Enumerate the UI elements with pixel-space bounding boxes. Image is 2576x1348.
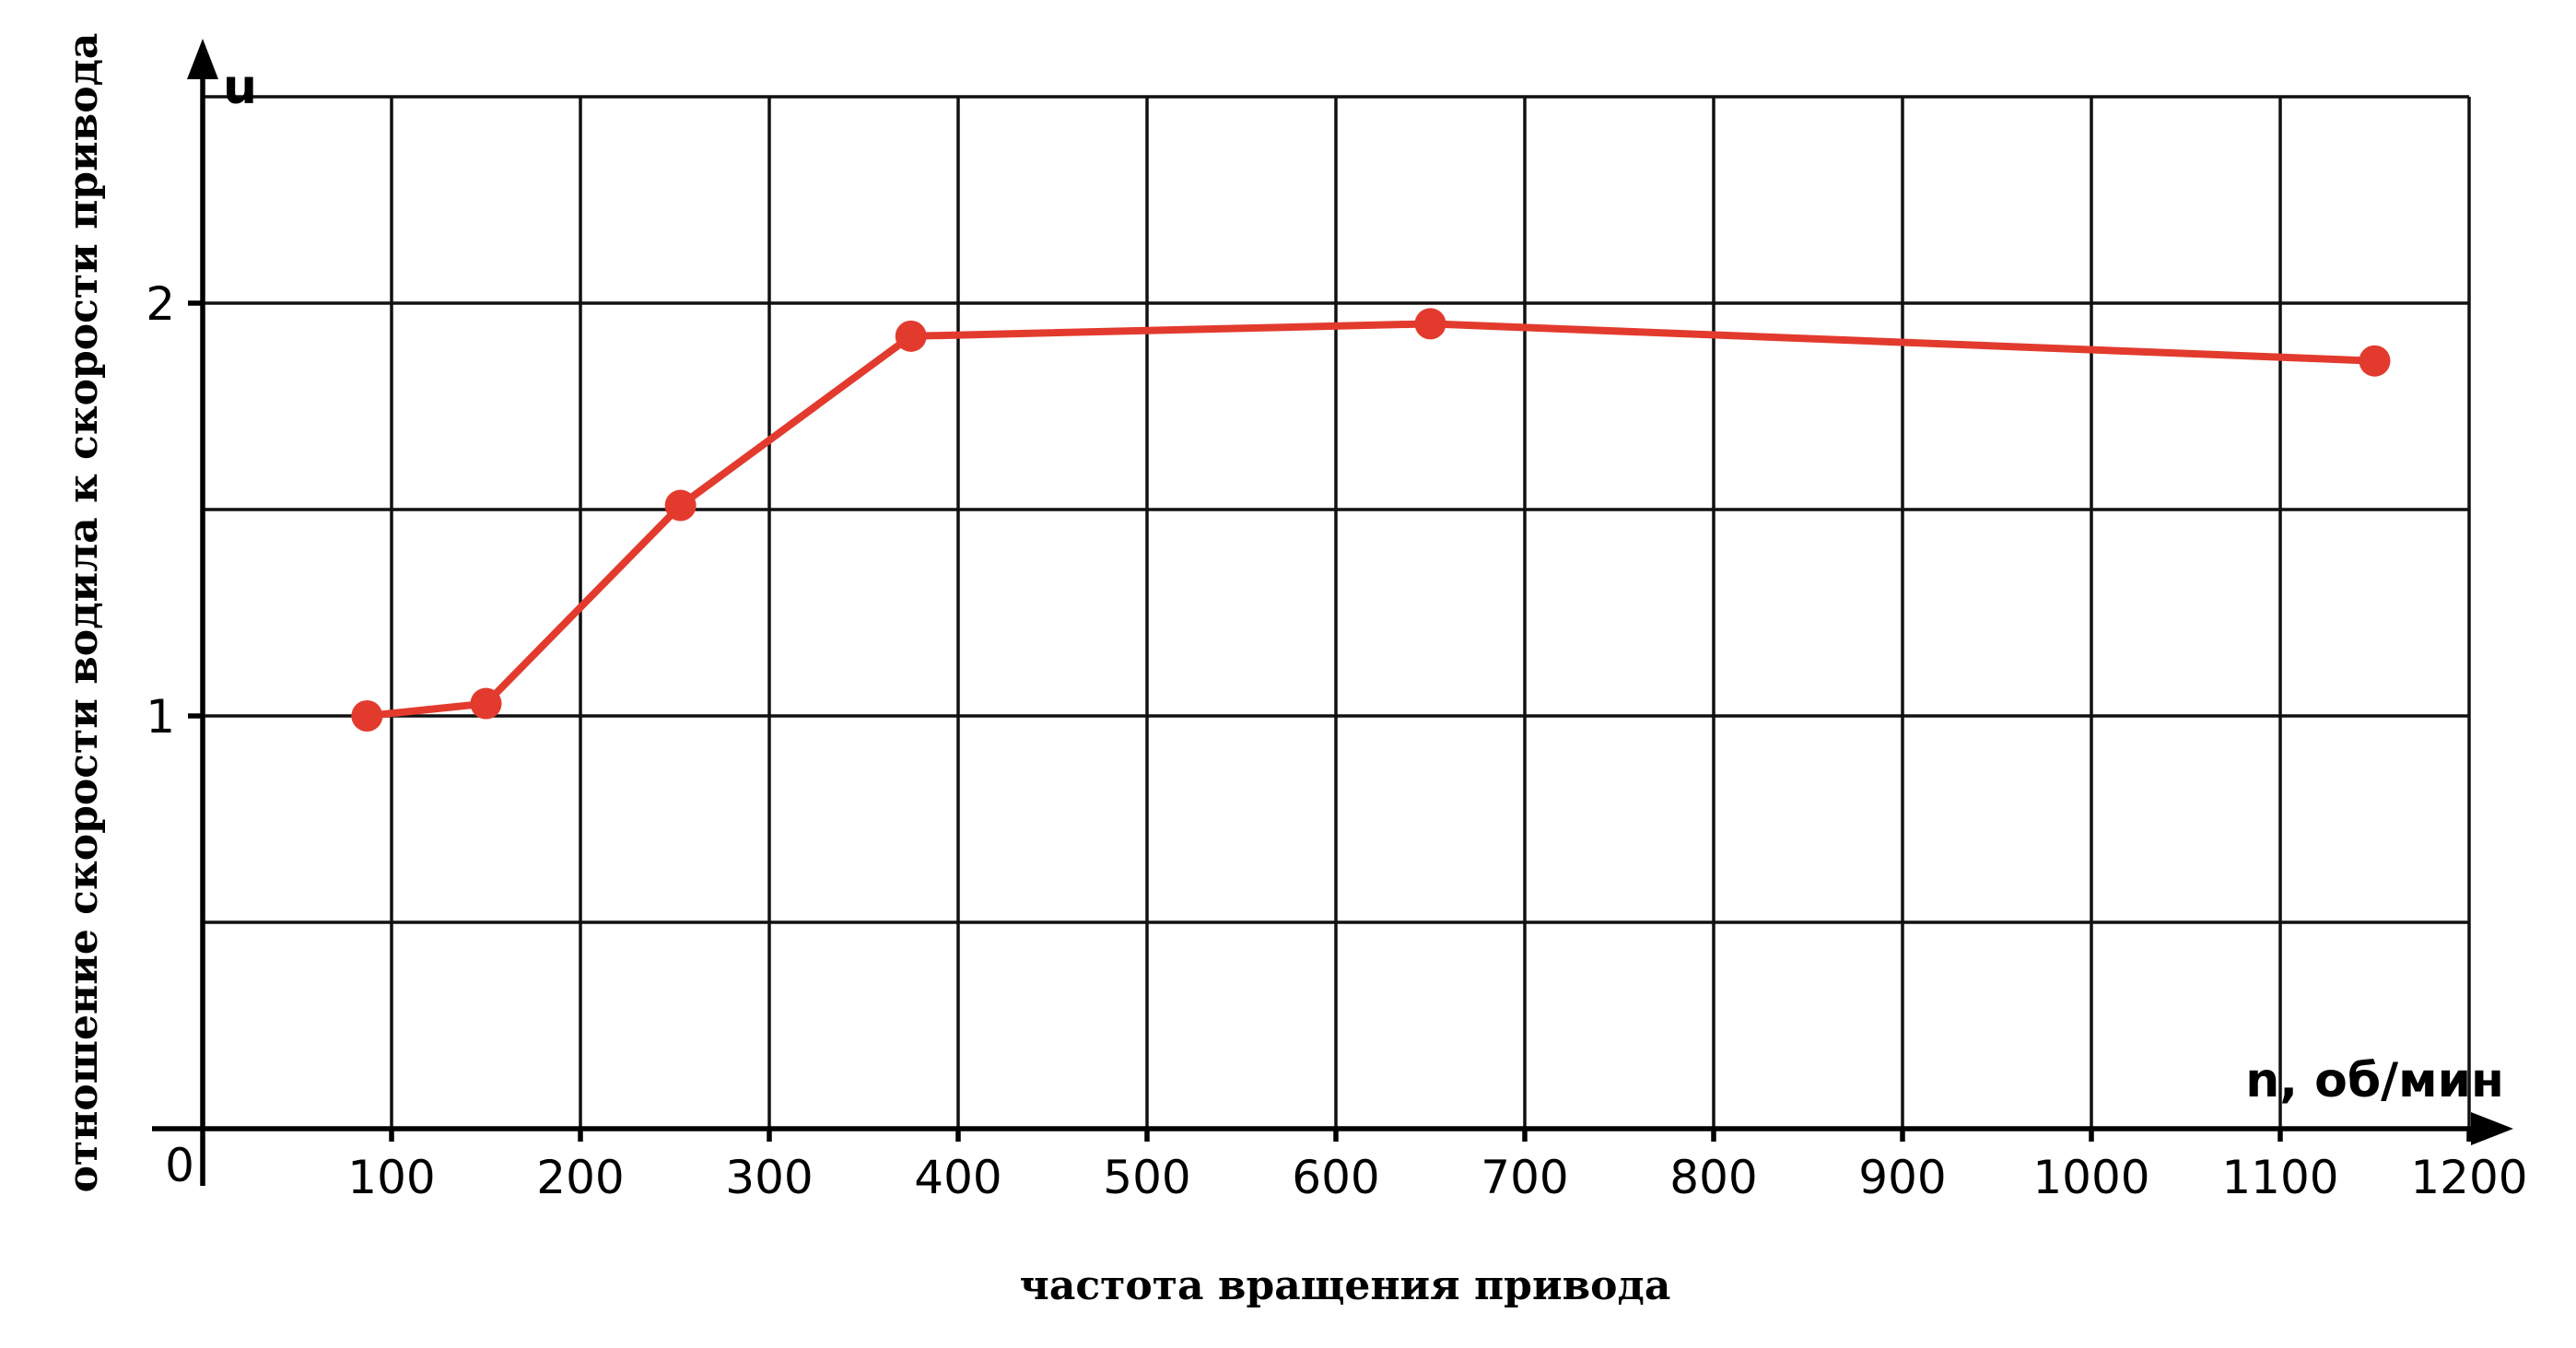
x-axis-title: частота вращения привода	[1020, 1262, 1671, 1309]
tick-labels: 100 200 300 400 500 600 700 800 900 1000 1100 1200 1…	[146, 277, 2527, 1204]
x-axis-unit-label: n, об/мин	[2245, 1053, 2504, 1108]
data-point	[1414, 308, 1446, 340]
x-tick-label: 500	[1103, 1151, 1190, 1204]
x-tick-label: 900	[1858, 1151, 1946, 1204]
x-tick-label: 300	[725, 1151, 813, 1204]
y-tick-label: 2	[146, 277, 175, 331]
x-tick-label: 100	[347, 1151, 435, 1204]
x-tick-label: 700	[1481, 1151, 1568, 1204]
grid	[203, 95, 2471, 1129]
y-axis-arrow-icon	[187, 39, 218, 79]
data-point	[351, 700, 383, 732]
x-tick-label: 400	[914, 1151, 1001, 1204]
x-tick-label: 800	[1669, 1151, 1757, 1204]
x-tick-label: 1000	[2032, 1151, 2149, 1204]
data-point	[2359, 345, 2391, 377]
data-point	[470, 687, 502, 720]
x-tick-label: 1200	[2410, 1151, 2527, 1204]
y-axis-title: отношение скорости водила к скорости при…	[60, 33, 107, 1193]
data-point	[895, 320, 927, 352]
data-point	[664, 489, 697, 522]
x-tick-label: 1100	[2221, 1151, 2338, 1204]
axis-labels: u n, об/мин 0 частота вращения привода о…	[60, 33, 2504, 1309]
origin-label: 0	[165, 1139, 194, 1192]
y-tick-label: 1	[146, 690, 175, 744]
x-tick-label: 200	[536, 1151, 624, 1204]
x-axis-arrow-icon	[2471, 1112, 2513, 1145]
y-axis-unit-label: u	[223, 60, 257, 115]
axes	[152, 39, 2513, 1186]
series-line	[366, 320, 2375, 720]
x-tick-label: 600	[1292, 1151, 1379, 1204]
series	[351, 308, 2391, 732]
